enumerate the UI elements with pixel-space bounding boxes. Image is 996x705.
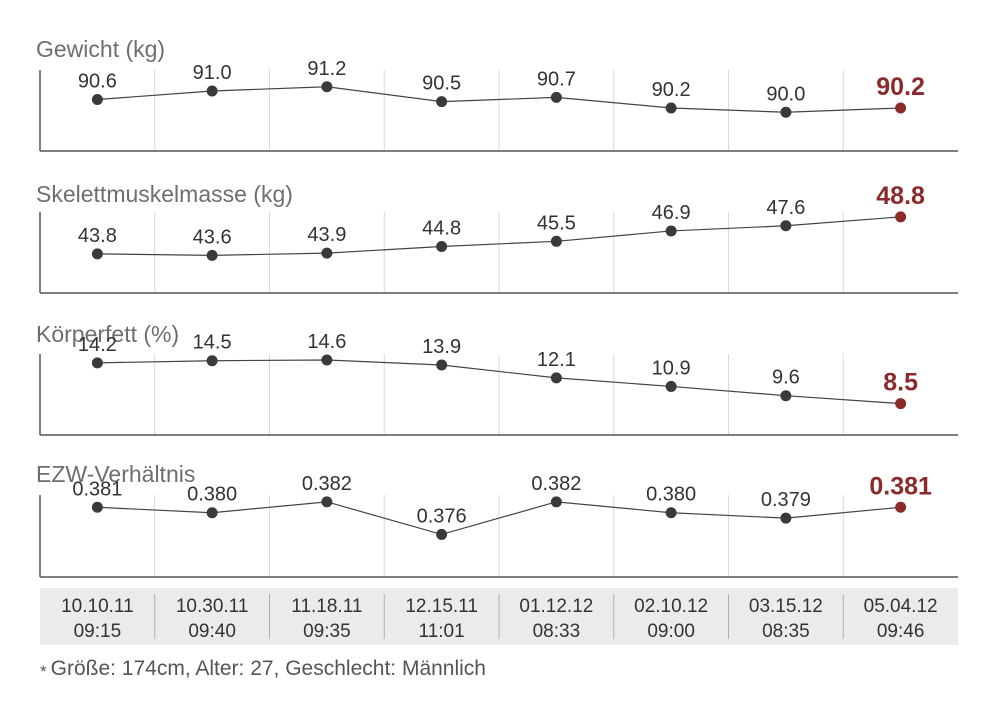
data-label: 90.2 bbox=[652, 79, 691, 101]
data-point bbox=[665, 225, 677, 237]
data-label: 0.380 bbox=[646, 484, 696, 506]
x-tick-date: 05.04.12 bbox=[864, 596, 938, 617]
data-point bbox=[780, 220, 792, 232]
footnote-marker: * bbox=[40, 662, 47, 681]
data-label-latest: 90.2 bbox=[876, 73, 925, 101]
data-label: 90.6 bbox=[78, 71, 117, 93]
x-tick-date: 11.18.11 bbox=[291, 596, 362, 617]
data-label: 0.381 bbox=[72, 478, 122, 500]
data-label: 44.8 bbox=[422, 217, 461, 239]
data-point bbox=[206, 355, 218, 367]
data-label: 13.9 bbox=[422, 336, 461, 358]
data-point bbox=[780, 106, 792, 118]
panel-title-4: EZW-Verhältnis bbox=[36, 461, 195, 487]
data-point bbox=[436, 528, 448, 540]
data-point bbox=[91, 248, 103, 260]
data-label: 45.5 bbox=[537, 212, 576, 234]
data-point-latest bbox=[895, 211, 907, 223]
footnote-text: Größe: 174cm, Alter: 27, Geschlecht: Män… bbox=[50, 657, 486, 680]
data-label: 0.382 bbox=[302, 473, 352, 495]
x-tick-time: 09:15 bbox=[74, 621, 122, 642]
data-point bbox=[436, 96, 448, 108]
data-label: 14.6 bbox=[307, 331, 346, 353]
panel-title-1: Gewicht (kg) bbox=[36, 36, 165, 62]
data-point bbox=[91, 501, 103, 513]
x-tick-date: 01.12.12 bbox=[519, 596, 593, 617]
series-line bbox=[97, 359, 901, 405]
data-label: 91.2 bbox=[307, 58, 346, 80]
panel-title-3: Körperfett (%) bbox=[36, 321, 179, 347]
data-label: 14.5 bbox=[193, 332, 232, 354]
data-label: 10.9 bbox=[652, 357, 691, 379]
x-tick-date: 03.15.12 bbox=[749, 596, 823, 617]
data-point bbox=[436, 240, 448, 252]
x-tick-date: 02.10.12 bbox=[634, 596, 708, 617]
data-label: 90.0 bbox=[766, 83, 805, 105]
data-point bbox=[665, 102, 677, 114]
data-point bbox=[91, 94, 103, 105]
data-label: 91.0 bbox=[193, 62, 232, 84]
x-tick-time: 09:46 bbox=[877, 621, 925, 642]
data-point bbox=[206, 85, 218, 97]
data-point bbox=[91, 357, 103, 369]
data-point bbox=[206, 507, 218, 519]
data-point bbox=[321, 81, 333, 93]
data-point bbox=[550, 235, 562, 247]
data-point bbox=[550, 372, 562, 384]
data-point bbox=[665, 507, 677, 519]
series-line bbox=[97, 86, 901, 113]
x-tick-time: 08:33 bbox=[533, 621, 581, 642]
x-tick-time: 09:35 bbox=[303, 621, 351, 642]
series-line bbox=[97, 216, 901, 256]
data-label: 43.8 bbox=[78, 225, 117, 247]
data-point bbox=[665, 380, 677, 392]
data-label: 0.380 bbox=[187, 484, 237, 506]
data-point bbox=[321, 354, 333, 366]
data-label: 43.9 bbox=[307, 224, 346, 246]
data-label: 43.6 bbox=[193, 226, 232, 248]
data-point-latest bbox=[895, 501, 907, 513]
data-point-latest bbox=[895, 102, 907, 114]
data-point bbox=[436, 359, 448, 371]
data-label-latest: 48.8 bbox=[876, 182, 925, 210]
data-point bbox=[321, 247, 333, 259]
series-line bbox=[97, 501, 901, 536]
data-label: 47.6 bbox=[766, 197, 805, 219]
data-label-latest: 0.381 bbox=[869, 472, 932, 500]
data-point bbox=[550, 496, 562, 508]
x-tick-time: 09:40 bbox=[188, 621, 236, 642]
x-tick-date: 10.10.11 bbox=[61, 596, 134, 617]
data-point bbox=[550, 91, 562, 103]
data-label: 14.2 bbox=[78, 334, 117, 356]
data-label-latest: 8.5 bbox=[883, 369, 918, 397]
x-tick-time: 09:00 bbox=[647, 621, 695, 642]
data-label: 46.9 bbox=[652, 202, 691, 224]
data-label: 12.1 bbox=[537, 349, 576, 371]
data-label: 9.6 bbox=[772, 367, 800, 389]
data-point bbox=[780, 512, 792, 524]
footnote: * Größe: 174cm, Alter: 27, Geschlecht: Mä… bbox=[40, 657, 486, 681]
data-point-latest bbox=[895, 398, 907, 410]
x-tick-time: 11:01 bbox=[419, 621, 465, 642]
data-label: 90.7 bbox=[537, 68, 576, 90]
data-point bbox=[780, 390, 792, 402]
data-label: 0.376 bbox=[417, 505, 467, 527]
data-label: 0.379 bbox=[761, 489, 811, 511]
data-point bbox=[206, 249, 218, 261]
data-label: 0.382 bbox=[531, 473, 581, 495]
data-label: 90.5 bbox=[422, 73, 461, 95]
x-tick-time: 08:35 bbox=[762, 621, 810, 642]
x-tick-date: 10.30.11 bbox=[176, 596, 249, 617]
panel-title-2: Skelettmuskelmasse (kg) bbox=[36, 181, 293, 207]
x-tick-date: 12.15.11 bbox=[405, 596, 478, 617]
data-point bbox=[321, 496, 333, 508]
